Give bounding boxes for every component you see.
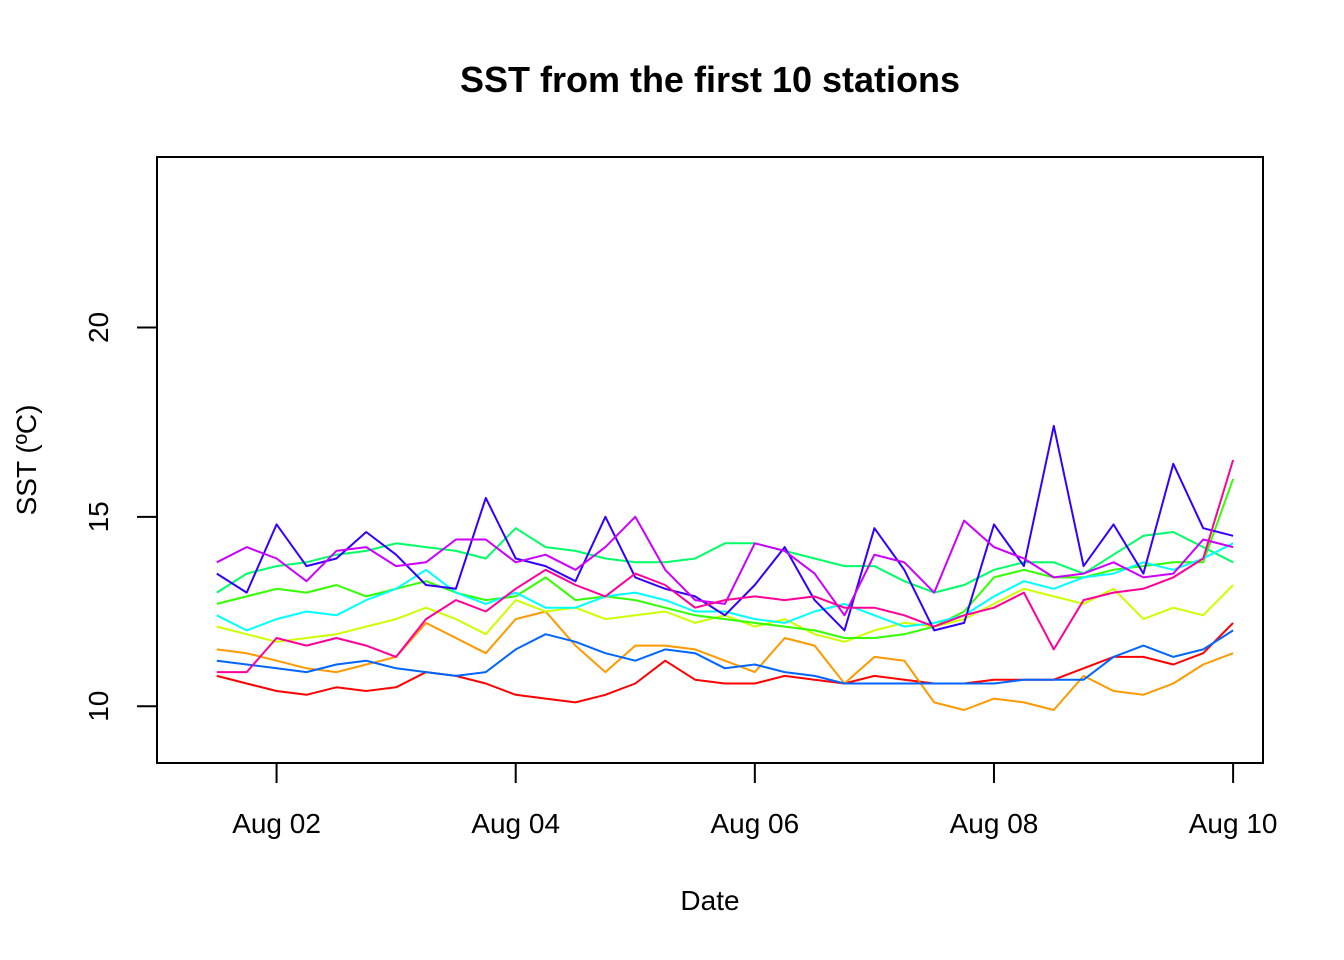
series-line-10 <box>216 459 1235 674</box>
x-tick-label: Aug 10 <box>1189 808 1278 839</box>
x-axis-label: Date <box>680 885 739 916</box>
series-line-4 <box>216 478 1235 639</box>
series-line-6 <box>216 542 1234 632</box>
x-axis: Aug 02 Aug 04 Aug 06 Aug 08 Aug 10 <box>232 763 1277 839</box>
series-line-7 <box>216 629 1234 685</box>
y-tick-label: 15 <box>83 501 114 532</box>
series-line-9 <box>216 515 1234 617</box>
series-layer <box>216 424 1235 711</box>
y-axis-label: SST (ºC) <box>11 405 42 516</box>
chart-title: SST from the first 10 stations <box>460 59 960 100</box>
series-line-1 <box>216 622 1234 704</box>
x-tick-label: Aug 08 <box>950 808 1039 839</box>
series-line-3 <box>216 584 1234 643</box>
y-tick-label: 10 <box>83 691 114 722</box>
series-line-5 <box>216 527 1234 594</box>
y-tick-label: 20 <box>83 312 114 343</box>
series-line-8 <box>216 424 1234 632</box>
y-axis: 10 15 20 <box>83 312 158 722</box>
x-tick-label: Aug 06 <box>710 808 799 839</box>
x-tick-label: Aug 04 <box>471 808 560 839</box>
plot-area <box>156 156 1264 764</box>
x-tick-label: Aug 02 <box>232 808 321 839</box>
series-line-2 <box>216 610 1234 711</box>
